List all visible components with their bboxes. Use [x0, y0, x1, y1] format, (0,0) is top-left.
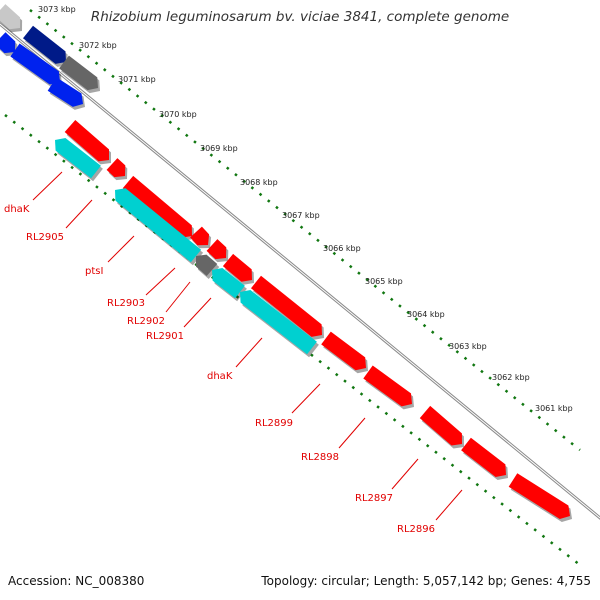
gene-arrow [0, 4, 21, 30]
gene-leader-line [338, 417, 366, 449]
scale-tick-label: 3062 kbp [492, 373, 530, 382]
gene-label: RL2901 [146, 331, 184, 342]
scale-tick-label: 3070 kbp [159, 110, 197, 119]
gene-leader-line [183, 297, 212, 328]
gene-leader-line [32, 171, 63, 201]
gene-arrow [23, 25, 66, 64]
gene-arrow [55, 138, 101, 179]
gene-label: RL2899 [255, 418, 293, 429]
scale-tick-label: 3071 kbp [118, 75, 156, 84]
gene-arrow [106, 158, 126, 178]
scale-tick-label: 3065 kbp [365, 277, 403, 286]
scale-tick-label: 3066 kbp [323, 244, 361, 253]
gene-label: dhaK [4, 204, 30, 215]
backbone-line-inner [0, 23, 600, 519]
scale-tick-label: 3067 kbp [282, 211, 320, 220]
gene-label: ptsI [85, 266, 103, 277]
scale-tick-label: 3072 kbp [79, 41, 117, 50]
gene-leader-line [145, 267, 176, 296]
gene-arrow [240, 290, 317, 355]
upper-dotted-track [29, 9, 581, 451]
gene-arrow [251, 275, 322, 337]
gene-arrow [508, 473, 570, 519]
scale-tick-label: 3064 kbp [407, 310, 445, 319]
gene-arrow [59, 55, 98, 91]
gene-label: RL2898 [301, 452, 339, 463]
gene-label: RL2896 [397, 524, 435, 535]
gene-leader-line [435, 489, 463, 521]
gene-leader-line [391, 458, 419, 490]
gene-label: RL2902 [127, 316, 165, 327]
gene-arrow [212, 268, 245, 299]
scale-tick-label: 3069 kbp [200, 144, 238, 153]
scale-tick-label: 3063 kbp [449, 342, 487, 351]
gene-leader-line [107, 235, 135, 263]
accession-text: Accession: NC_008380 [8, 574, 145, 588]
gene-arrow [419, 405, 462, 446]
gene-arrow [10, 43, 60, 85]
gene-arrow [64, 120, 109, 162]
gene-leader-line [65, 199, 93, 229]
gene-label: RL2897 [355, 493, 393, 504]
gene-leader-line [235, 337, 263, 368]
gene-arrow [206, 239, 227, 260]
gene-leader-line [291, 383, 321, 414]
gene-arrow [122, 175, 192, 238]
gene-arrow [115, 188, 202, 263]
scale-tick-label: 3068 kbp [240, 178, 278, 187]
genome-summary-text: Topology: circular; Length: 5,057,142 bp… [261, 574, 591, 588]
page-title: Rhizobium leguminosarum bv. viciae 3841,… [90, 9, 510, 25]
gene-label: RL2905 [26, 232, 64, 243]
scale-tick-label: 3073 kbp [38, 5, 76, 14]
gene-arrow [363, 365, 412, 407]
gene-arrow [321, 331, 366, 371]
gene-arrow [196, 254, 218, 276]
gene-arrow [461, 437, 506, 477]
gene-arrow [190, 226, 210, 246]
gene-label: dhaK [207, 371, 233, 382]
gene-leader-line [165, 281, 191, 313]
gene-arrow [47, 77, 83, 107]
scale-tick-label: 3061 kbp [535, 404, 573, 413]
gene-arrow [0, 32, 16, 54]
gene-arrow [222, 253, 252, 282]
gene-label: RL2903 [107, 298, 145, 309]
